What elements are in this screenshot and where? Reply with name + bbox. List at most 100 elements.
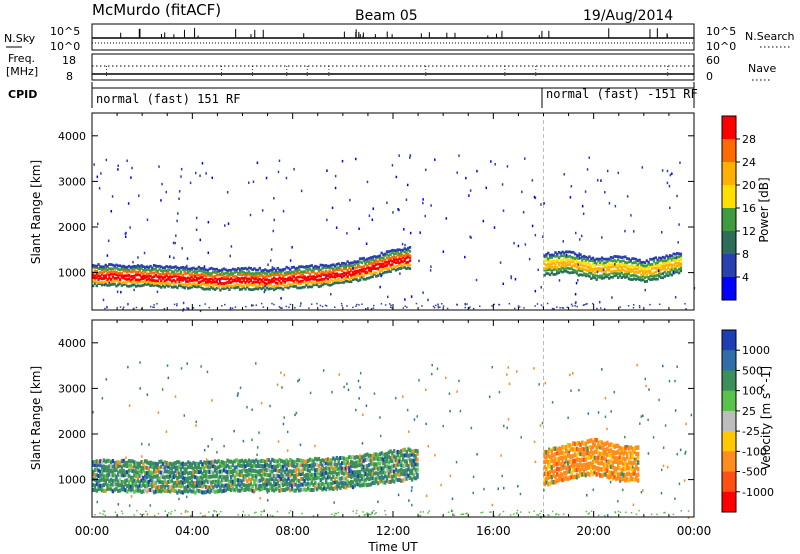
data-cell bbox=[600, 256, 604, 260]
data-cell bbox=[310, 480, 313, 486]
data-cell bbox=[126, 489, 129, 494]
data-cell bbox=[317, 456, 321, 461]
data-cell bbox=[654, 270, 657, 274]
n-right-tick-top: 10^5 bbox=[706, 25, 736, 38]
data-cell bbox=[348, 278, 351, 281]
noise-cell bbox=[584, 190, 587, 193]
data-cell bbox=[319, 478, 322, 483]
noise-cell bbox=[299, 443, 302, 447]
data-cell bbox=[573, 258, 577, 262]
data-cell bbox=[163, 266, 167, 269]
noise-cell bbox=[138, 194, 140, 197]
data-cell bbox=[582, 447, 586, 452]
noise-cell bbox=[631, 465, 634, 469]
noise-cell bbox=[569, 373, 571, 377]
data-cell bbox=[208, 469, 211, 474]
data-cell bbox=[389, 474, 392, 479]
noise-cell bbox=[256, 446, 259, 449]
data-cell bbox=[559, 450, 563, 455]
data-cell bbox=[400, 254, 403, 258]
data-cell bbox=[167, 276, 170, 279]
data-cell bbox=[224, 483, 227, 488]
data-cell bbox=[285, 273, 288, 276]
data-cell bbox=[142, 265, 145, 268]
data-cell bbox=[557, 267, 561, 271]
data-cell bbox=[414, 462, 417, 467]
data-cell bbox=[272, 276, 276, 280]
noise-cell bbox=[676, 194, 678, 198]
data-cell bbox=[620, 271, 623, 275]
data-cell bbox=[265, 472, 269, 478]
data-cell bbox=[543, 273, 546, 277]
noise-cell bbox=[402, 395, 404, 398]
colorbar-tick-label: -100 bbox=[742, 445, 767, 458]
ground-cell bbox=[174, 509, 176, 512]
data-cell bbox=[613, 459, 616, 464]
data-cell bbox=[152, 480, 156, 485]
data-cell bbox=[599, 269, 602, 272]
ground-cell bbox=[419, 515, 421, 517]
noise-cell bbox=[206, 370, 209, 374]
data-cell bbox=[586, 258, 589, 261]
noise-cell bbox=[483, 487, 485, 491]
data-cell bbox=[561, 472, 564, 477]
noise-cell bbox=[92, 410, 94, 414]
data-cell bbox=[292, 272, 296, 276]
data-cell bbox=[217, 479, 220, 484]
data-cell bbox=[289, 458, 292, 463]
data-cell bbox=[375, 263, 378, 266]
data-cell bbox=[253, 468, 256, 473]
data-cell bbox=[133, 267, 136, 270]
ground-cell bbox=[356, 303, 358, 306]
data-cell bbox=[554, 263, 557, 266]
data-cell bbox=[416, 467, 419, 472]
noise-cell bbox=[533, 195, 536, 199]
noise-cell bbox=[660, 468, 663, 472]
data-cell bbox=[247, 468, 251, 473]
data-cell bbox=[659, 272, 663, 276]
data-cell bbox=[231, 473, 235, 478]
noise-cell bbox=[534, 233, 537, 237]
data-cell bbox=[599, 439, 602, 445]
data-cell bbox=[367, 266, 371, 270]
data-cell bbox=[366, 266, 369, 270]
data-cell bbox=[362, 468, 365, 473]
data-cell bbox=[217, 483, 220, 488]
data-cell bbox=[267, 463, 270, 468]
data-cell bbox=[597, 263, 600, 267]
data-cell bbox=[133, 489, 136, 494]
noise-cell bbox=[674, 296, 677, 299]
data-cell bbox=[652, 257, 656, 260]
data-cell bbox=[314, 468, 317, 473]
data-cell bbox=[262, 472, 265, 477]
ground-cell bbox=[627, 305, 630, 307]
data-cell bbox=[333, 466, 337, 471]
data-cell bbox=[199, 466, 202, 471]
noise-cell bbox=[282, 422, 285, 426]
data-cell bbox=[115, 273, 118, 277]
data-cell bbox=[154, 465, 158, 470]
data-cell bbox=[590, 264, 593, 268]
noise-cell bbox=[386, 201, 388, 205]
noise-cell bbox=[541, 235, 544, 239]
data-cell bbox=[305, 283, 308, 287]
data-cell bbox=[170, 279, 174, 283]
ground-cell bbox=[94, 513, 96, 516]
data-cell bbox=[170, 462, 174, 467]
data-cell bbox=[588, 464, 591, 470]
data-cell bbox=[586, 465, 589, 470]
data-cell bbox=[565, 264, 568, 268]
data-cell bbox=[260, 483, 263, 488]
data-cell bbox=[591, 256, 595, 260]
noise-cell bbox=[662, 364, 664, 368]
data-cell bbox=[276, 459, 279, 464]
data-cell bbox=[606, 446, 609, 452]
data-cell bbox=[568, 468, 571, 474]
data-cell bbox=[348, 469, 351, 474]
data-cell bbox=[342, 274, 346, 278]
data-cell bbox=[97, 282, 100, 286]
data-cell bbox=[346, 275, 349, 278]
data-cell bbox=[570, 470, 573, 476]
data-cell bbox=[210, 483, 213, 488]
data-cell bbox=[280, 472, 283, 477]
